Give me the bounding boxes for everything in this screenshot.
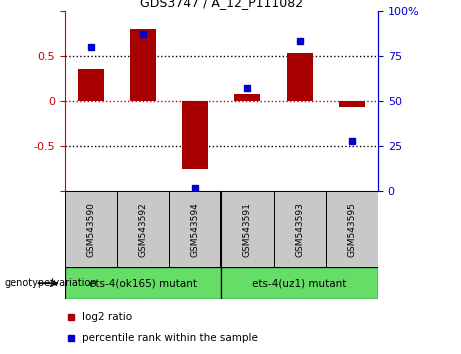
Title: GDS3747 / A_12_P111082: GDS3747 / A_12_P111082 (140, 0, 303, 10)
Text: GSM543594: GSM543594 (191, 202, 200, 257)
Bar (117, 191, 169, 267)
Text: GSM543593: GSM543593 (295, 202, 304, 257)
Text: ets-4(uz1) mutant: ets-4(uz1) mutant (253, 278, 347, 288)
Bar (182, 101, 208, 169)
Text: GSM543591: GSM543591 (243, 202, 252, 257)
Bar (221, 191, 273, 267)
Bar (221, 267, 378, 299)
Bar (326, 191, 378, 267)
Bar (234, 94, 260, 101)
Bar (287, 53, 313, 101)
Text: GSM543595: GSM543595 (348, 202, 356, 257)
Bar (77, 69, 104, 101)
Bar (65, 267, 221, 299)
Text: ets-4(ok165) mutant: ets-4(ok165) mutant (89, 278, 197, 288)
Text: GSM543590: GSM543590 (86, 202, 95, 257)
Bar (65, 191, 117, 267)
Text: log2 ratio: log2 ratio (82, 312, 132, 322)
Bar (130, 29, 156, 101)
Bar (273, 191, 326, 267)
Bar (339, 101, 365, 107)
Bar (169, 191, 221, 267)
Text: genotype/variation: genotype/variation (5, 278, 97, 288)
Text: percentile rank within the sample: percentile rank within the sample (82, 332, 258, 343)
Text: GSM543592: GSM543592 (138, 202, 148, 257)
